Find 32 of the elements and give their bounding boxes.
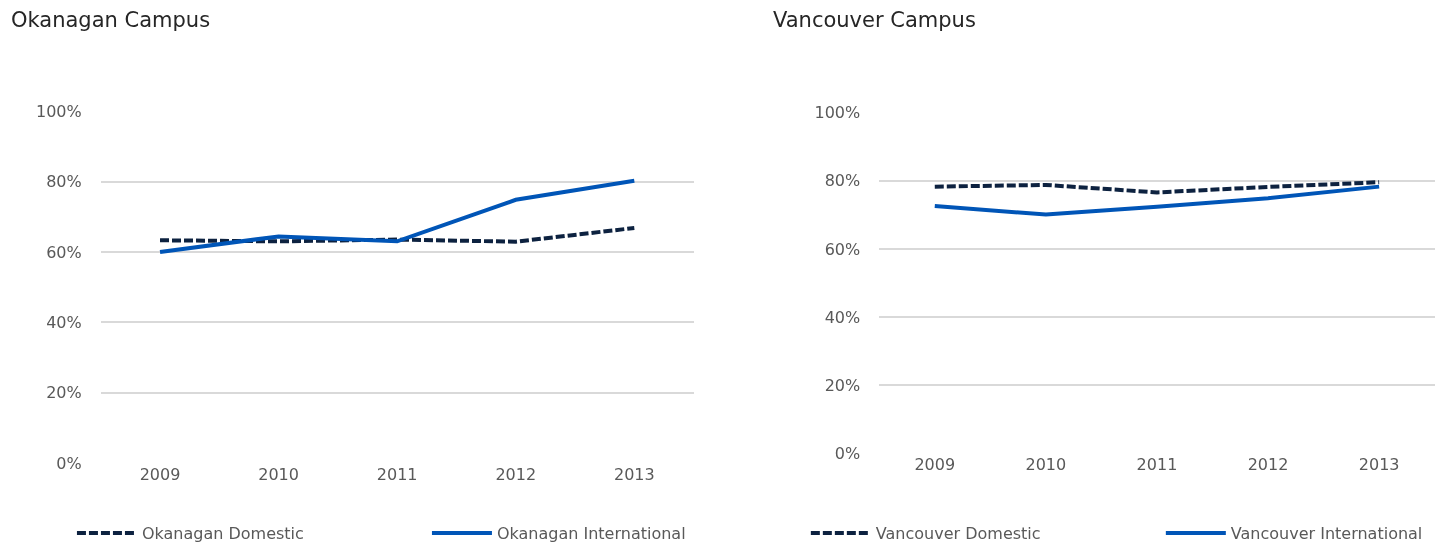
chart-title: Vancouver Campus [773,8,976,32]
y-tick-label: 60% [46,242,82,262]
line-series [158,178,637,254]
line-series [932,180,1382,195]
x-tick-label: 2010 [1025,455,1067,475]
y-tick-label: 0% [834,443,861,463]
y-tick-label: 40% [824,307,861,327]
x-tick-label: 2009 [139,465,181,485]
x-tick-label: 2012 [495,465,537,485]
x-tick-label: 2011 [376,465,418,485]
x-tick-label: 2011 [1136,455,1178,475]
x-tick-label: 2009 [914,455,956,475]
legend-label: Vancouver Domestic [875,524,1041,544]
legend-label: Vancouver International [1230,524,1423,544]
y-tick-label: 80% [46,172,82,192]
y-tick-label: 0% [56,453,82,473]
y-tick-label: 80% [824,171,861,191]
line-series [158,225,637,244]
legend-label: Okanagan Domestic [141,524,304,544]
y-tick-label: 20% [824,375,861,395]
y-tick-label: 20% [46,383,82,403]
x-tick-label: 2010 [258,465,299,485]
x-tick-label: 2013 [613,465,655,485]
chart-title: Okanagan Campus [11,8,211,32]
x-tick-label: 2012 [1247,455,1289,475]
y-tick-label: 100% [35,101,82,121]
y-tick-label: 100% [814,103,861,123]
line-series [932,184,1382,217]
x-tick-label: 2013 [1358,455,1400,475]
y-tick-label: 40% [46,312,82,332]
y-tick-label: 60% [824,239,861,259]
legend-label: Okanagan International [496,524,686,544]
